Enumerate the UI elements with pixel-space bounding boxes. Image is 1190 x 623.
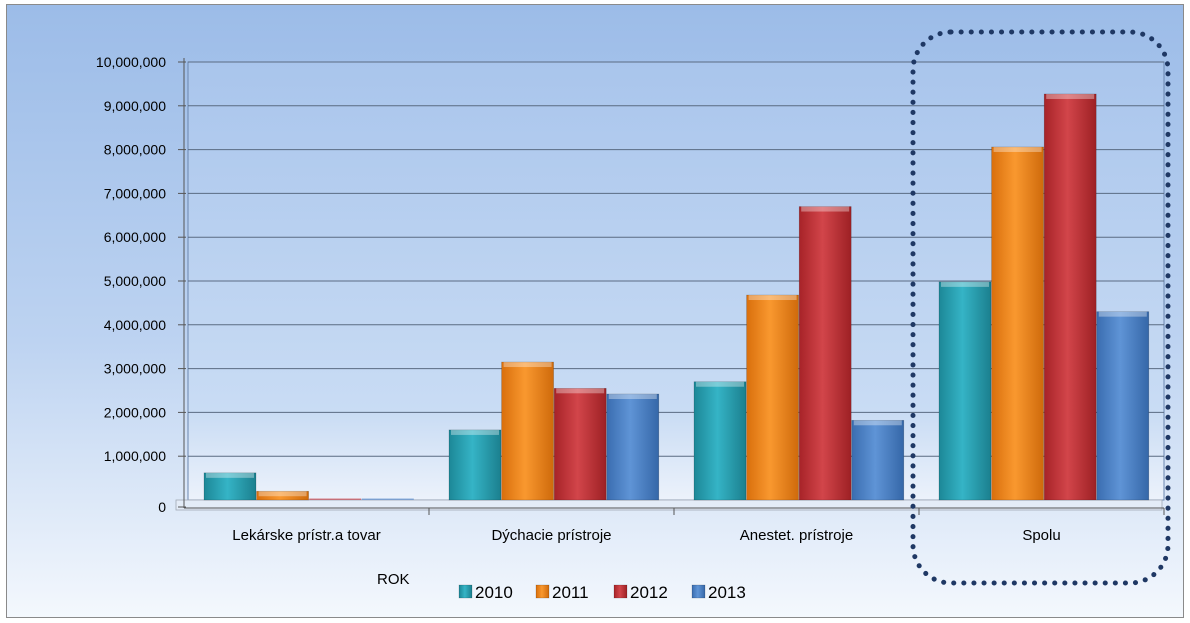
highlight-dotted-frame [910,29,1171,586]
legend-swatch [691,584,706,599]
x-tick-label: Anestet. prístroje [740,527,853,544]
bar [309,498,362,500]
y-tick-label: 2,000,000 [104,404,166,420]
bar [606,393,660,501]
bar [203,472,257,501]
y-tick-label: 5,000,000 [104,273,166,289]
x-tick-label: Spolu [1022,527,1060,544]
bar [693,381,747,501]
y-tick-label: 4,000,000 [104,317,166,333]
legend-label: 2012 [630,583,668,602]
x-tick-label: Dýchacie prístroje [491,527,611,544]
bar [938,281,992,501]
y-tick-label: 0 [158,499,166,515]
legend-label: 2011 [552,583,589,602]
bar [1096,311,1150,501]
y-tick-label: 7,000,000 [104,185,166,201]
x-axis-title: ROK [377,571,410,588]
legend-swatch [535,584,550,599]
legend-item: 2012 [613,583,668,602]
bar [501,361,554,501]
legend-label: 2010 [475,583,513,602]
y-tick-label: 10,000,000 [96,54,166,70]
y-tick-label: 9,000,000 [104,98,166,114]
bar [991,146,1044,501]
y-tick-label: 3,000,000 [104,361,166,377]
y-tick-label: 6,000,000 [104,229,166,245]
legend-swatch [613,584,628,599]
y-tick-label: 1,000,000 [104,448,166,464]
legend-swatch [458,584,473,599]
bar [361,498,414,500]
bar [256,490,309,501]
chart: 0 1,000,000 2,000,000 3,000,000 4,000,000 5,0… [6,4,1184,618]
legend-item: 2011 [535,583,589,602]
bar [746,294,799,501]
plot-floor [175,499,1163,511]
legend-item: 2010 [458,583,513,602]
legend-label: 2013 [708,583,746,602]
y-tick-label: 8,000,000 [104,142,166,158]
bar [553,388,607,501]
bar [1043,93,1097,501]
x-tick-label: Lekárske prístr.a tovar [232,527,380,544]
bar [448,429,502,501]
legend-item: 2013 [691,583,746,602]
bar [798,206,852,501]
bar [851,419,905,501]
legend: 2010 2011 2012 2013 [458,583,746,602]
